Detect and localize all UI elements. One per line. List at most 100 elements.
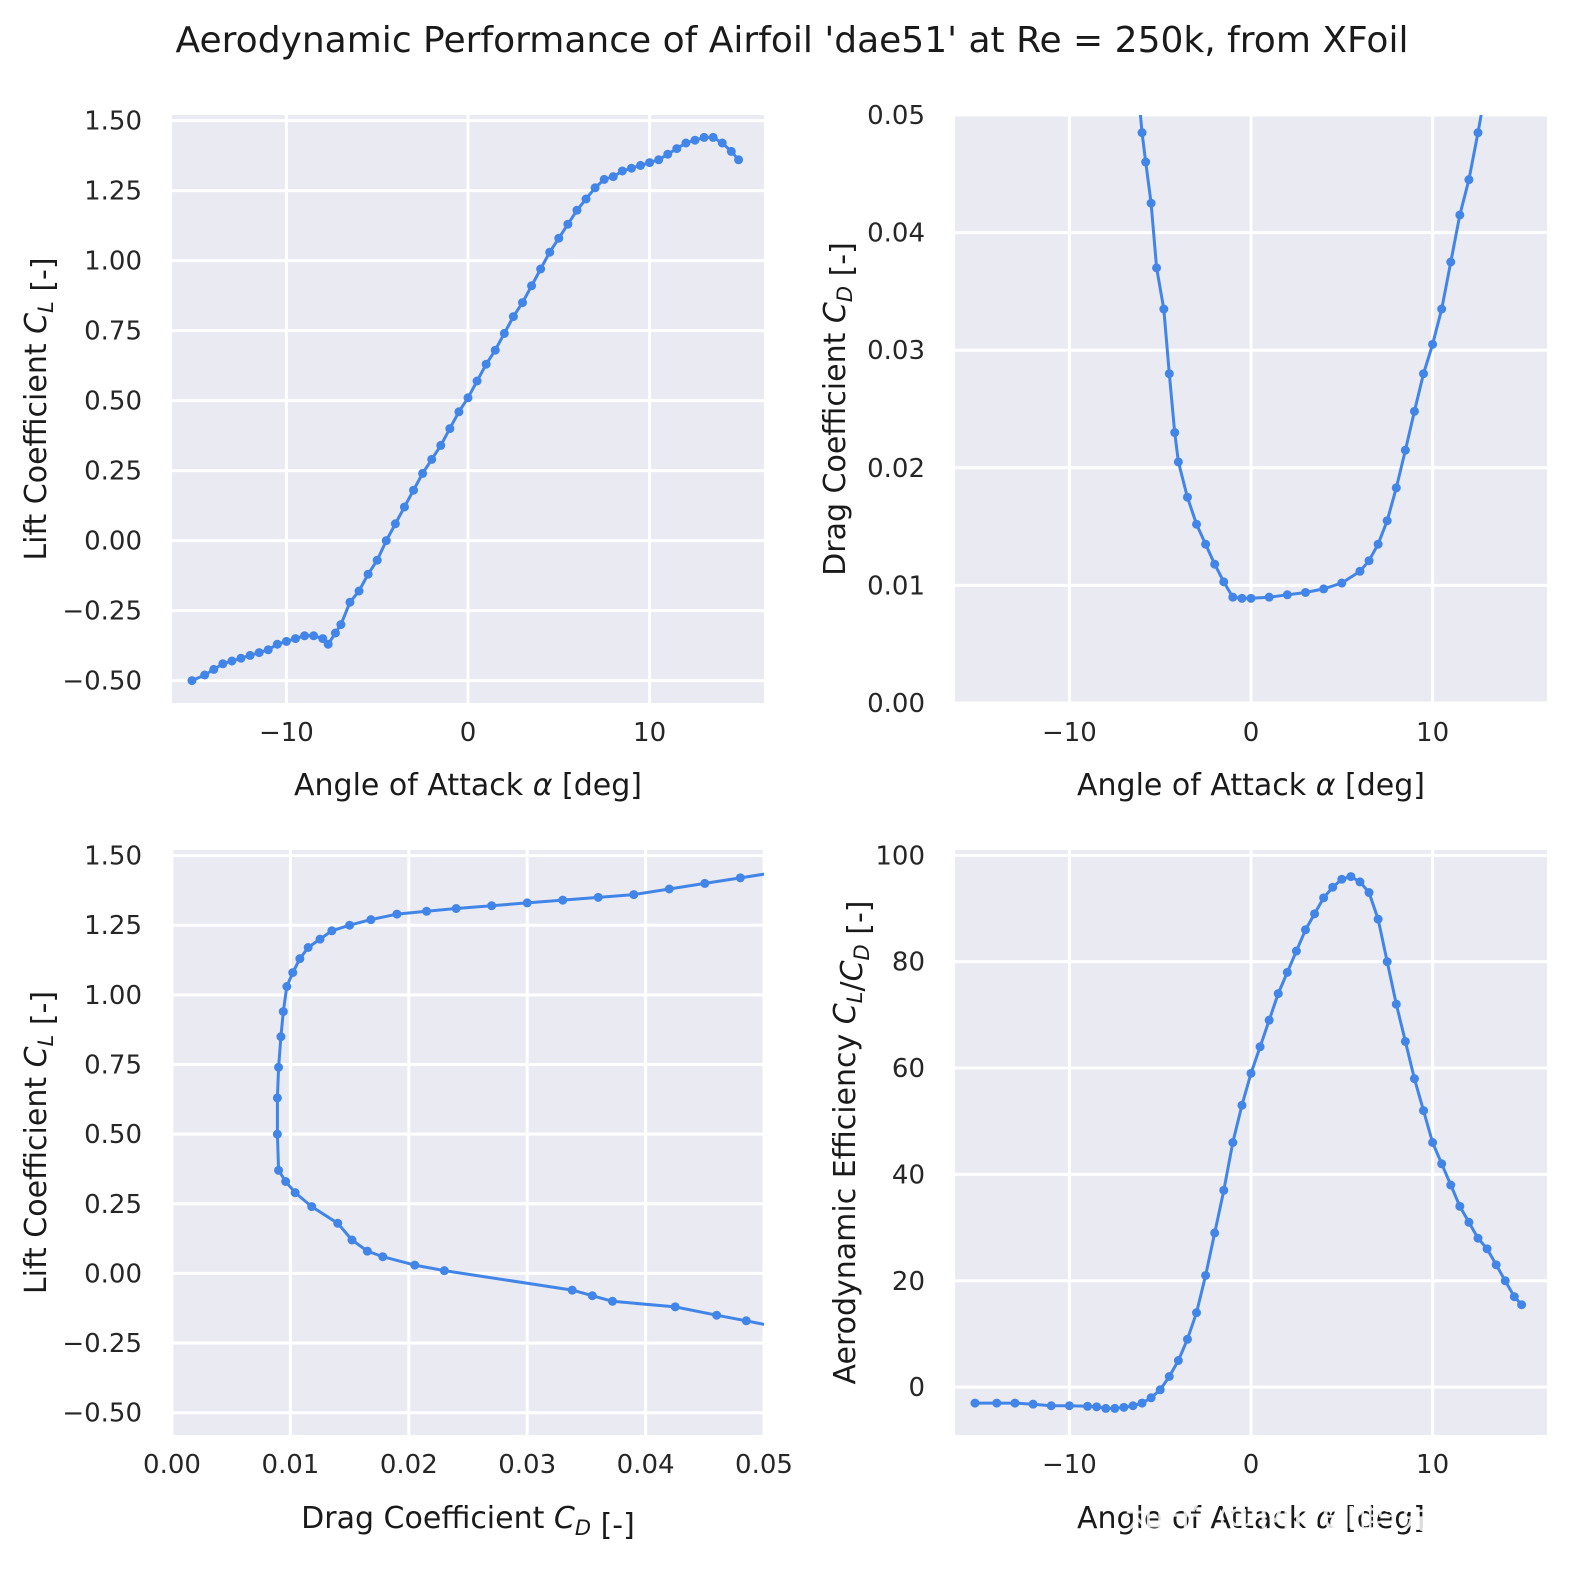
y-tick-label: −0.25: [62, 597, 142, 627]
data-point: [1255, 1042, 1265, 1052]
data-point: [381, 536, 391, 546]
data-point: [1300, 925, 1310, 935]
data-point: [629, 890, 639, 900]
data-point: [281, 636, 291, 646]
y-tick-label: 1.25: [84, 911, 142, 941]
x-tick-label: 0.04: [617, 1450, 675, 1480]
data-point: [708, 132, 718, 142]
data-point: [670, 1302, 680, 1312]
x-tick-label: −10: [1042, 718, 1097, 748]
x-tick-label: 0: [1243, 1450, 1260, 1480]
data-point: [1319, 584, 1329, 594]
data-point: [1464, 1217, 1474, 1227]
data-point: [272, 1129, 282, 1139]
data-point: [607, 1296, 617, 1306]
data-point: [187, 676, 197, 686]
data-point: [1137, 128, 1147, 138]
data-point: [1473, 128, 1483, 138]
data-point: [741, 1316, 751, 1326]
x-tick-label: 10: [633, 718, 666, 748]
data-point: [392, 909, 402, 919]
y-tick-label: 40: [892, 1160, 925, 1190]
data-point: [1128, 1401, 1138, 1411]
data-point: [278, 1007, 288, 1017]
y-axis-label: Aerodynamic Efficiency CL/CD [-]: [828, 901, 877, 1385]
data-point: [1192, 519, 1202, 529]
data-point: [1437, 1159, 1447, 1169]
data-point: [290, 634, 300, 644]
data-point: [1481, 87, 1490, 96]
figure-title: Aerodynamic Performance of Airfoil 'dae5…: [176, 20, 1409, 61]
data-point: [1228, 1138, 1238, 1147]
chart-panel-3: 0.00 0.01 0.02 0.03 0.04 0.05 −0.50 −0.25 0.00 0.…: [19, 842, 793, 1543]
data-point: [527, 281, 537, 291]
data-point: [1092, 1402, 1102, 1412]
data-point: [1246, 1068, 1256, 1078]
data-point: [200, 670, 210, 680]
data-point: [282, 982, 292, 991]
data-point: [427, 454, 437, 464]
data-point: [783, 1325, 792, 1334]
data-point: [1237, 593, 1247, 603]
y-tick-label: 0.25: [84, 1190, 142, 1220]
data-point: [1228, 592, 1238, 602]
data-point: [487, 901, 497, 911]
data-point: [1046, 1401, 1056, 1411]
data-point: [274, 1165, 284, 1175]
series-group: [187, 132, 744, 686]
data-point: [567, 1285, 577, 1295]
data-point: [545, 247, 555, 257]
data-point: [315, 934, 325, 944]
x-tick-label: 0.01: [261, 1450, 319, 1480]
data-point: [700, 878, 710, 888]
data-point: [354, 586, 364, 596]
y-tick-label: 0.00: [84, 1259, 142, 1289]
data-point: [690, 135, 700, 145]
y-tick-label: 100: [875, 841, 925, 871]
data-point: [307, 1202, 317, 1212]
data-point: [1119, 1402, 1129, 1412]
data-point: [490, 345, 500, 355]
data-point: [1083, 1401, 1093, 1411]
y-axis-label: Lift Coefficient CL [-]: [19, 991, 61, 1294]
data-point: [327, 926, 337, 936]
data-point: [771, 868, 780, 877]
data-point: [1482, 1244, 1492, 1254]
data-point: [1328, 882, 1338, 892]
x-axis-label: Angle of Attack α [deg]: [1077, 1501, 1425, 1536]
data-point: [1446, 1180, 1456, 1190]
data-point: [410, 1260, 420, 1270]
data-point: [1437, 304, 1447, 314]
chart-panel-1: −10 0 10 −0.50 −0.25 0.00 0.25 0.50 0.75 1.00 1.25…: [19, 107, 764, 803]
y-axis-label: Lift Coefficient CL [-]: [19, 257, 61, 560]
data-point: [1164, 1372, 1174, 1381]
data-point: [1419, 369, 1429, 379]
y-tick-label: 0.00: [84, 527, 142, 557]
y-tick-label: 1.50: [84, 842, 142, 872]
data-point: [1400, 1036, 1410, 1046]
data-point: [1346, 872, 1356, 882]
data-point: [558, 895, 568, 905]
data-point: [536, 264, 546, 274]
data-point: [1159, 304, 1169, 314]
data-point: [347, 1235, 357, 1245]
data-point: [590, 183, 600, 193]
data-point: [1219, 1185, 1229, 1195]
data-point: [499, 328, 509, 338]
y-tick-label: 20: [892, 1267, 925, 1297]
data-point: [345, 920, 355, 930]
data-point: [1064, 1401, 1074, 1411]
data-point: [1028, 1399, 1038, 1409]
y-tick-label: 0.05: [867, 101, 925, 131]
data-point: [734, 155, 744, 165]
data-point: [362, 1246, 372, 1256]
data-point: [472, 376, 482, 386]
data-point: [1310, 909, 1320, 919]
data-point: [281, 1177, 291, 1186]
data-point: [1246, 593, 1256, 603]
subplot-grid: −10 0 10 −0.50 −0.25 0.00 0.25 0.50 0.75 1.00 1.25…: [19, 87, 1547, 1543]
y-axis-label: Drag Coefficient CD [-]: [818, 242, 860, 576]
y-tick-label: 1.00: [84, 981, 142, 1011]
chart-panel-2: −10 0 10 0.00 0.01 0.02 0.03 0.04 0.05 Angle of A…: [818, 87, 1547, 803]
